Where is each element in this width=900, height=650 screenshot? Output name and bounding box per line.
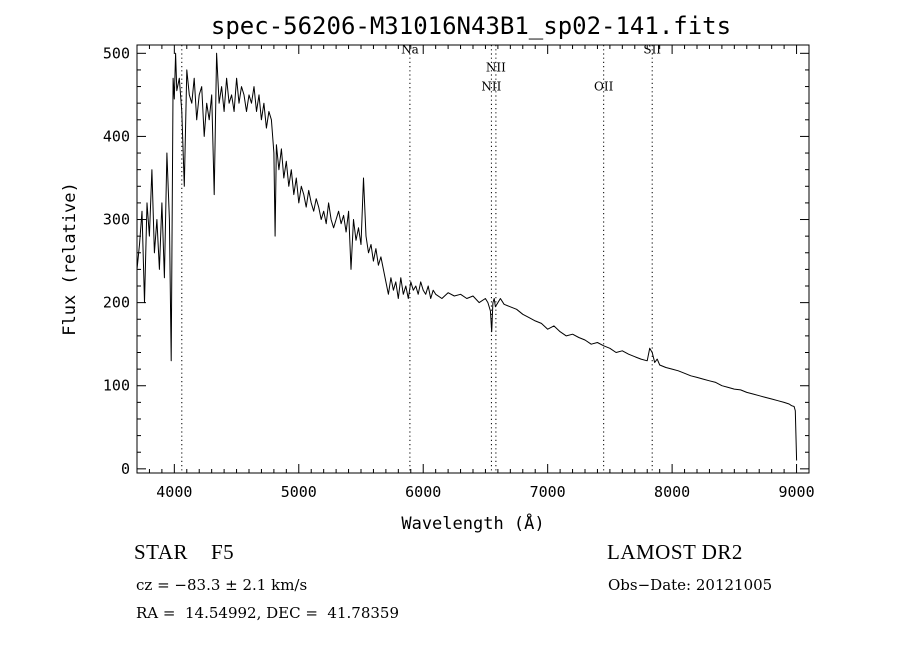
- y-axis-label: Flux (relative): [60, 182, 80, 336]
- x-axis-label: Wavelength (Å): [401, 512, 544, 534]
- y-tick-label: 100: [103, 377, 130, 395]
- plot-frame: [136, 44, 810, 474]
- line-label: NII: [481, 80, 501, 94]
- line-label: OII: [594, 80, 614, 94]
- object-class: STAR F5: [134, 540, 235, 564]
- emission-line-markers: Na NII NII OII SII: [181, 42, 661, 473]
- x-tick-label: 7000: [530, 483, 566, 501]
- y-tick-label: 500: [103, 44, 130, 62]
- x-tick-label: 9000: [778, 483, 814, 501]
- y-axis: 0 100 200 300 400 500: [103, 44, 809, 478]
- observation-date: Obs−Date: 20121005: [608, 576, 773, 594]
- y-tick-label: 300: [103, 211, 130, 229]
- line-label: Na: [401, 42, 419, 56]
- y-tick-label: 200: [103, 294, 130, 312]
- x-axis: 4000 5000 6000 7000 8000 9000: [136, 45, 815, 501]
- redshift-velocity: cz = −83.3 ± 2.1 km/s: [136, 576, 308, 594]
- y-tick-label: 0: [121, 460, 130, 478]
- spectrum-line: [136, 52, 798, 461]
- x-tick-label: 4000: [156, 483, 192, 501]
- x-tick-label: 6000: [405, 483, 441, 501]
- x-tick-label: 8000: [654, 483, 690, 501]
- coordinates: RA = 14.54992, DEC = 41.78359: [136, 604, 400, 622]
- chart-title: spec-56206-M31016N43B1_sp02-141.fits: [211, 12, 731, 40]
- x-tick-label: 5000: [281, 483, 317, 501]
- survey-name: LAMOST DR2: [607, 540, 743, 564]
- y-tick-label: 400: [103, 127, 130, 145]
- line-label: NII: [486, 61, 506, 75]
- line-label: SII: [643, 42, 661, 56]
